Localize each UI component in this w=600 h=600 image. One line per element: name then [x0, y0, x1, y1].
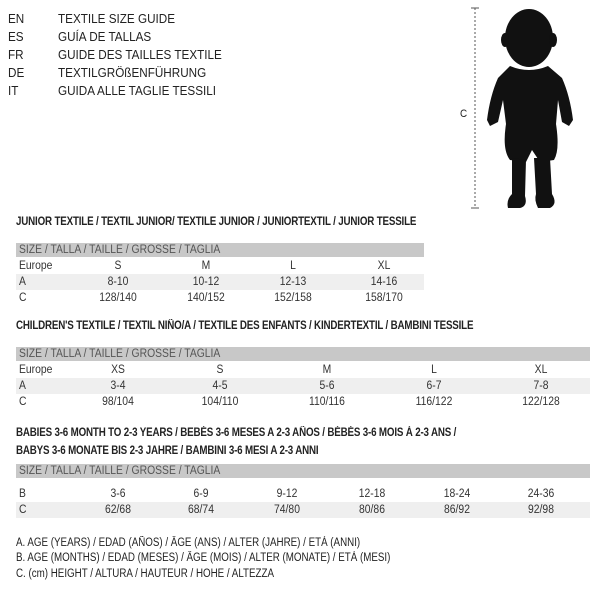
table-row: A 8-10 10-12 12-13 14-16 — [16, 274, 424, 290]
table-cell: 14-16 — [370, 276, 398, 288]
table-cell: 116/122 — [415, 396, 453, 408]
lang-code: IT — [8, 83, 19, 98]
table-cell: 128/140 — [99, 292, 137, 304]
table-cell: 4-5 — [212, 380, 228, 392]
children-header-text: SIZE / TALLA / TAILLE / GRÖSSE / TAGLIA — [19, 348, 221, 360]
table-cell: 110/116 — [309, 396, 345, 408]
table-cell: 80/86 — [359, 504, 385, 516]
height-measure-label: C — [460, 108, 467, 120]
table-cell: 68/74 — [188, 504, 214, 516]
table-cell: 8-10 — [107, 276, 129, 288]
row-label: A — [19, 276, 26, 288]
row-label: Europe — [19, 364, 53, 376]
table-cell: 140/152 — [187, 292, 225, 304]
table-cell: 12-13 — [279, 276, 307, 288]
lang-code: EN — [8, 11, 25, 26]
junior-section-title: JUNIOR TEXTILE / TEXTIL JUNIOR/ TEXTILE … — [16, 216, 417, 228]
junior-header-text: SIZE / TALLA / TAILLE / GRÖSSE / TAGLIA — [19, 244, 221, 256]
table-cell: 74/80 — [274, 504, 300, 516]
table-cell: 9-12 — [276, 488, 298, 500]
table-cell: 92/98 — [528, 504, 554, 516]
lang-title: GUÍA DE TALLAS — [58, 29, 152, 44]
table-row: C 98/104 104/110 110/116 116/122 122/128 — [16, 394, 590, 410]
table-cell: 7-8 — [533, 380, 549, 392]
table-cell: 12-18 — [358, 488, 386, 500]
legend-a: A. AGE (YEARS) / EDAD (AÑOS) / ÂGE (ANS)… — [16, 537, 361, 549]
babies-table-header: SIZE / TALLA / TAILLE / GRÖSSE / TAGLIA — [16, 464, 590, 478]
children-table-header: SIZE / TALLA / TAILLE / GRÖSSE / TAGLIA — [16, 347, 590, 361]
table-cell: 3-6 — [110, 488, 126, 500]
legend-c: C. (cm) HEIGHT / ALTURA / HAUTEUR / HÖHE… — [16, 568, 274, 580]
row-label: A — [19, 380, 26, 392]
row-label: B — [19, 488, 26, 500]
table-cell: S — [216, 364, 224, 376]
row-label: Europe — [19, 260, 53, 272]
babies-section-title-1: BABIES 3-6 MONTH TO 2-3 YEARS / BEBÉS 3-… — [16, 427, 457, 439]
row-label: C — [19, 504, 27, 516]
lang-title: GUIDA ALLE TAGLIE TESSILI — [58, 83, 217, 98]
table-row: B 3-6 6-9 9-12 12-18 18-24 24-36 — [16, 486, 590, 502]
baby-silhouette-icon — [471, 7, 573, 209]
legend-b: B. AGE (MONTHS) / EDAD (MESES) / ÂGE (MO… — [16, 552, 391, 564]
lang-title: TEXTILE SIZE GUIDE — [58, 11, 176, 26]
table-row: Europe XS S M L XL — [16, 362, 590, 378]
table-row: Europe S M L XL — [16, 258, 424, 274]
table-cell: L — [431, 364, 437, 376]
table-cell: S — [114, 260, 122, 272]
row-label: C — [19, 292, 27, 304]
table-cell: 6-9 — [193, 488, 209, 500]
table-row: C 62/68 68/74 74/80 80/86 86/92 92/98 — [16, 502, 590, 518]
table-cell: M — [201, 260, 211, 272]
children-section-title: CHILDREN'S TEXTILE / TEXTIL NIÑO/A / TEX… — [16, 320, 474, 332]
table-cell: 5-6 — [319, 380, 335, 392]
lang-code: DE — [8, 65, 25, 80]
babies-section-title-2: BABYS 3-6 MONATE BIS 2-3 JAHRE / BAMBINI… — [16, 445, 319, 457]
table-cell: M — [322, 364, 332, 376]
table-cell: 3-4 — [110, 380, 126, 392]
table-cell: 86/92 — [444, 504, 470, 516]
table-cell: 6-7 — [426, 380, 442, 392]
table-cell: 98/104 — [102, 396, 134, 408]
table-cell: 104/110 — [201, 396, 239, 408]
table-cell: 24-36 — [527, 488, 555, 500]
table-cell: 18-24 — [443, 488, 471, 500]
table-cell: 62/68 — [105, 504, 131, 516]
row-label: C — [19, 396, 27, 408]
table-cell: XL — [534, 364, 548, 376]
table-cell: 158/170 — [365, 292, 403, 304]
junior-table-header: SIZE / TALLA / TAILLE / GRÖSSE / TAGLIA — [16, 243, 424, 257]
table-cell: 152/158 — [274, 292, 312, 304]
lang-code: ES — [8, 29, 24, 44]
table-cell: XL — [377, 260, 391, 272]
lang-title: TEXTILGRÖßENFÜHRUNG — [58, 65, 207, 80]
babies-header-text: SIZE / TALLA / TAILLE / GRÖSSE / TAGLIA — [19, 465, 221, 477]
table-cell: 122/128 — [522, 396, 560, 408]
table-row: A 3-4 4-5 5-6 6-7 7-8 — [16, 378, 590, 394]
table-cell: L — [290, 260, 296, 272]
lang-code: FR — [8, 47, 24, 62]
table-cell: 10-12 — [192, 276, 220, 288]
lang-title: GUIDE DES TAILLES TEXTILE — [58, 47, 222, 62]
table-row: C 128/140 140/152 152/158 158/170 — [16, 290, 424, 306]
table-cell: XS — [111, 364, 125, 376]
